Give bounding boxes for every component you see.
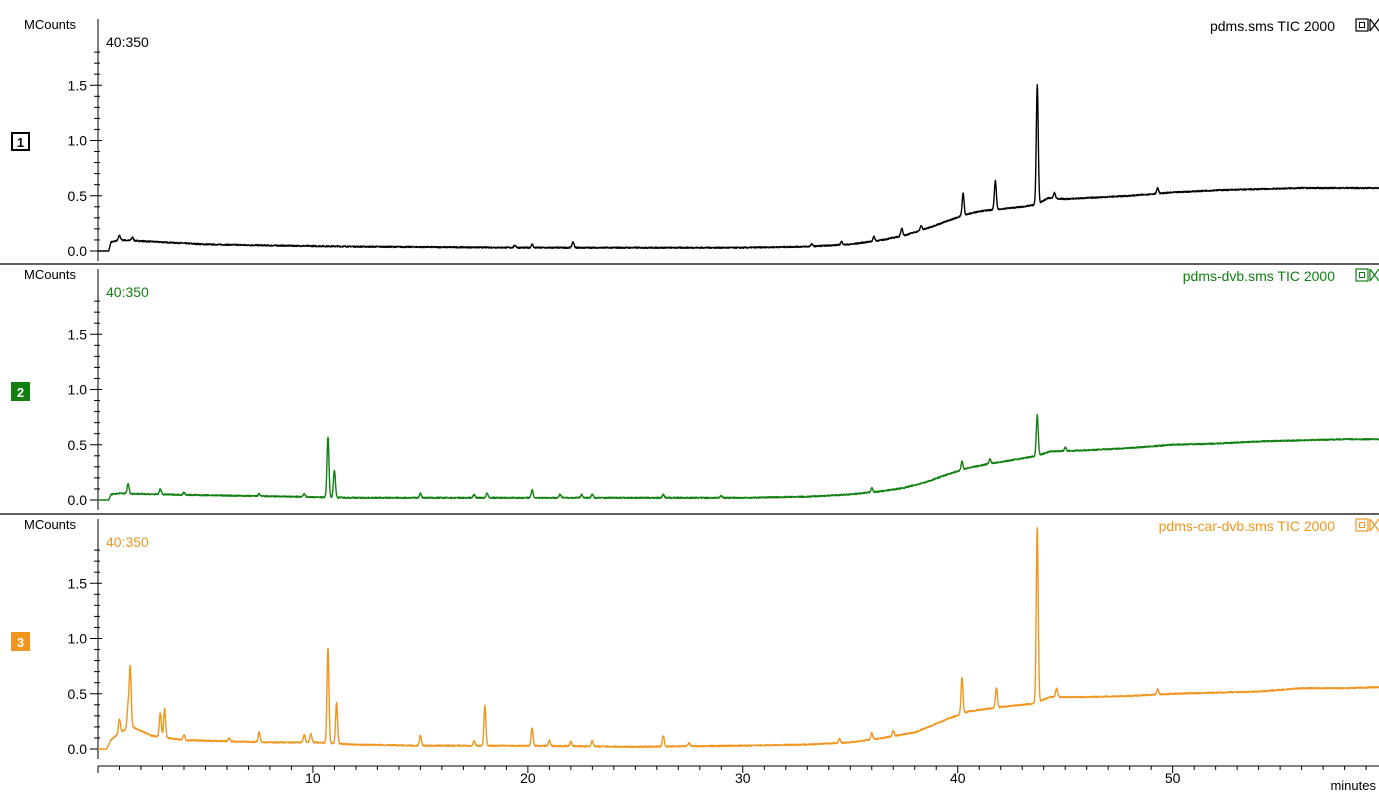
mass-range-label: 40:350: [106, 284, 149, 300]
y-tick-label: 0.0: [68, 243, 88, 259]
trace-label: pdms-dvb.sms TIC 2000: [1183, 268, 1335, 284]
y-axis-label: MCounts: [24, 517, 77, 532]
trace-label: pdms-car-dvb.sms TIC 2000: [1159, 518, 1336, 534]
panel-index-label: 2: [17, 385, 24, 400]
y-tick-label: 1.5: [68, 326, 88, 342]
panel-index-label: 1: [17, 135, 24, 150]
x-tick-label: 20: [520, 770, 536, 786]
y-tick-label: 0.5: [68, 437, 88, 453]
y-tick-label: 0.5: [68, 686, 88, 702]
x-tick-label: 30: [735, 770, 751, 786]
trace-line: [97, 84, 1379, 252]
trace-line: [97, 527, 1379, 750]
panel-index-badge: [11, 132, 30, 151]
trace-box-icon: [1355, 268, 1369, 282]
x-tick-label: 10: [305, 770, 321, 786]
y-axis-label: MCounts: [24, 267, 77, 282]
panel-index-badge: [11, 382, 30, 401]
y-tick-label: 1.0: [68, 382, 88, 398]
trace-close-icon: [1369, 518, 1379, 532]
y-axis-label: MCounts: [24, 17, 77, 32]
y-tick-label: 0.0: [68, 492, 88, 508]
mass-range-label: 40:350: [106, 34, 149, 50]
x-axis-label: minutes: [1330, 778, 1376, 792]
mass-range-label: 40:350: [106, 534, 149, 550]
trace-box-inner-icon: [1359, 522, 1365, 528]
panel-index-badge: [11, 632, 30, 651]
panel-index-label: 3: [17, 635, 24, 650]
y-tick-label: 0.5: [68, 188, 88, 204]
y-tick-label: 1.5: [68, 575, 88, 591]
y-tick-label: 0.0: [68, 741, 88, 757]
y-tick-label: 1.5: [68, 77, 88, 93]
trace-line: [97, 413, 1379, 501]
y-tick-label: 1.0: [68, 631, 88, 647]
trace-close-icon: [1369, 18, 1379, 32]
trace-label: pdms.sms TIC 2000: [1210, 18, 1335, 34]
x-tick-label: 40: [950, 770, 966, 786]
trace-close-icon: [1369, 268, 1379, 282]
trace-box-icon: [1355, 18, 1369, 32]
trace-box-icon: [1355, 518, 1369, 532]
x-tick-label: 50: [1165, 770, 1181, 786]
y-tick-label: 1.0: [68, 133, 88, 149]
trace-box-inner-icon: [1359, 22, 1365, 28]
trace-box-inner-icon: [1359, 272, 1365, 278]
